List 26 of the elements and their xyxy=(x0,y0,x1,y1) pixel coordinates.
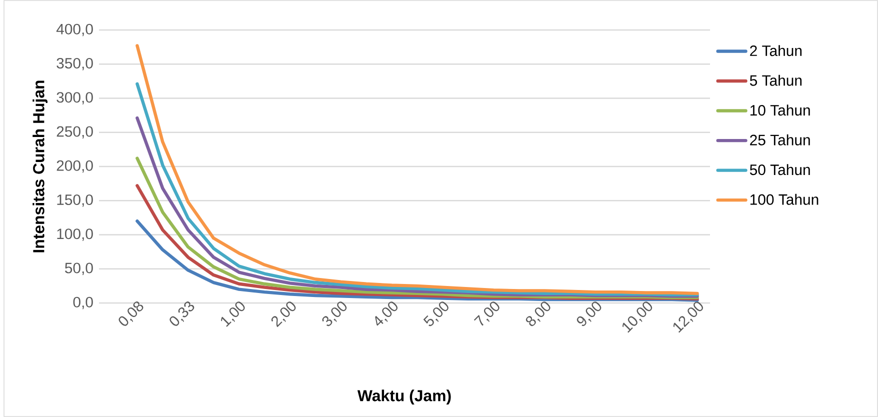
y-tick-label: 350,0 xyxy=(56,58,93,70)
y-tick-label: 100,0 xyxy=(57,228,93,241)
legend-label: 2 Tahun xyxy=(750,45,802,56)
line-series xyxy=(136,44,699,296)
y-tick-label: 50,0 xyxy=(64,262,93,276)
y-tick-label: 250,0 xyxy=(56,126,93,139)
y-tick-label: 400,0 xyxy=(56,24,93,36)
y-tick-label: 0,0 xyxy=(73,296,93,310)
x-tick-label: 4,00 xyxy=(375,302,398,326)
legend-label: 5 Tahun xyxy=(750,74,802,86)
x-tick-label: 0,33 xyxy=(170,301,194,326)
x-tick-label: 0,08 xyxy=(118,301,144,326)
x-tick-label: 7,00 xyxy=(474,302,500,326)
legend-label: 50 Tahun xyxy=(750,164,810,176)
legend-label: 10 Tahun xyxy=(750,104,810,116)
legend-label: 25 Tahun xyxy=(750,134,810,146)
legend-label: 100 Tahun xyxy=(750,194,818,205)
x-tick-label: 5,00 xyxy=(423,302,448,326)
x-tick-label: 9,00 xyxy=(576,302,602,326)
x-axis-title: Waktu (Jam) xyxy=(357,390,451,404)
y-tick-label: 300,0 xyxy=(56,92,93,104)
y-axis-title: Intensitas Curah Hujan xyxy=(32,80,48,252)
x-tick-label: 3,00 xyxy=(322,302,347,326)
x-tick-label: 8,00 xyxy=(526,302,550,326)
y-tick-label: 200,0 xyxy=(56,160,93,173)
y-tick-label: 150,0 xyxy=(57,194,93,207)
